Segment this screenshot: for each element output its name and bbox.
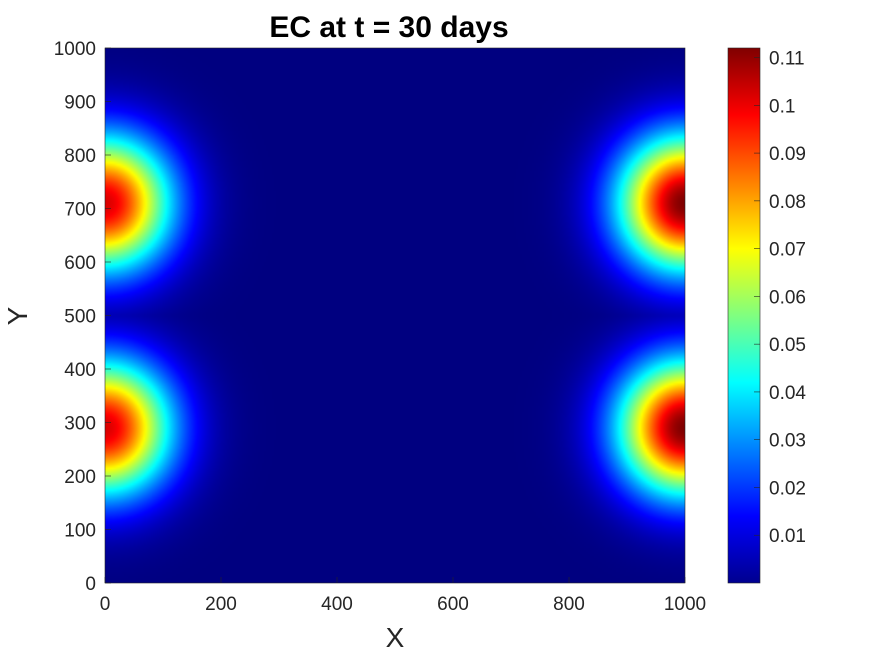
y-tick-label: 0 [85,574,96,595]
colorbar-tick-label: 0.02 [769,478,806,499]
colorbar-gradient [728,48,760,583]
heatmap-image [105,48,685,583]
colorbar-frame [727,47,761,584]
x-axis-label: X [386,622,405,653]
y-tick-label: 400 [64,360,96,381]
y-tick-label: 700 [64,200,96,221]
x-tick-label: 800 [553,594,585,615]
y-tick-label: 900 [64,93,96,114]
colorbar-tick-label: 0.04 [769,383,806,404]
y-axis: 0 100 200 300 400 500 600 700 800 900 1000 [54,39,111,595]
x-tick-label: 0 [100,594,111,615]
colorbar-tick-label: 0.11 [769,49,805,70]
plot-area [104,47,686,584]
colorbar: 0.01 0.02 0.03 0.04 0.05 0.06 0.07 0.08 0.09 0.1 0… [727,47,806,584]
colorbar-tick-label: 0.07 [769,240,806,261]
x-tick-label: 600 [437,594,469,615]
chart-title: EC at t = 30 days [269,11,508,44]
x-tick-label: 400 [321,594,353,615]
colorbar-tick-label: 0.08 [769,192,806,213]
y-tick-label: 1000 [54,39,96,60]
colorbar-tick-label: 0.09 [769,144,806,165]
colorbar-tick-label: 0.05 [769,335,806,356]
y-tick-label: 800 [64,146,96,167]
x-tick-label: 200 [205,594,237,615]
y-tick-label: 500 [64,307,96,328]
y-axis-label: Y [2,306,33,325]
x-axis: 0 200 400 600 800 1000 [100,577,706,615]
x-tick-label: 1000 [664,594,706,615]
y-tick-label: 300 [64,414,96,435]
colorbar-tick-label: 0.01 [769,526,806,547]
colorbar-tick-label: 0.03 [769,431,806,452]
y-tick-label: 200 [64,467,96,488]
colorbar-tick-label: 0.1 [769,96,795,117]
y-tick-label: 600 [64,253,96,274]
colorbar-tick-label: 0.06 [769,287,806,308]
y-tick-label: 100 [64,521,96,542]
